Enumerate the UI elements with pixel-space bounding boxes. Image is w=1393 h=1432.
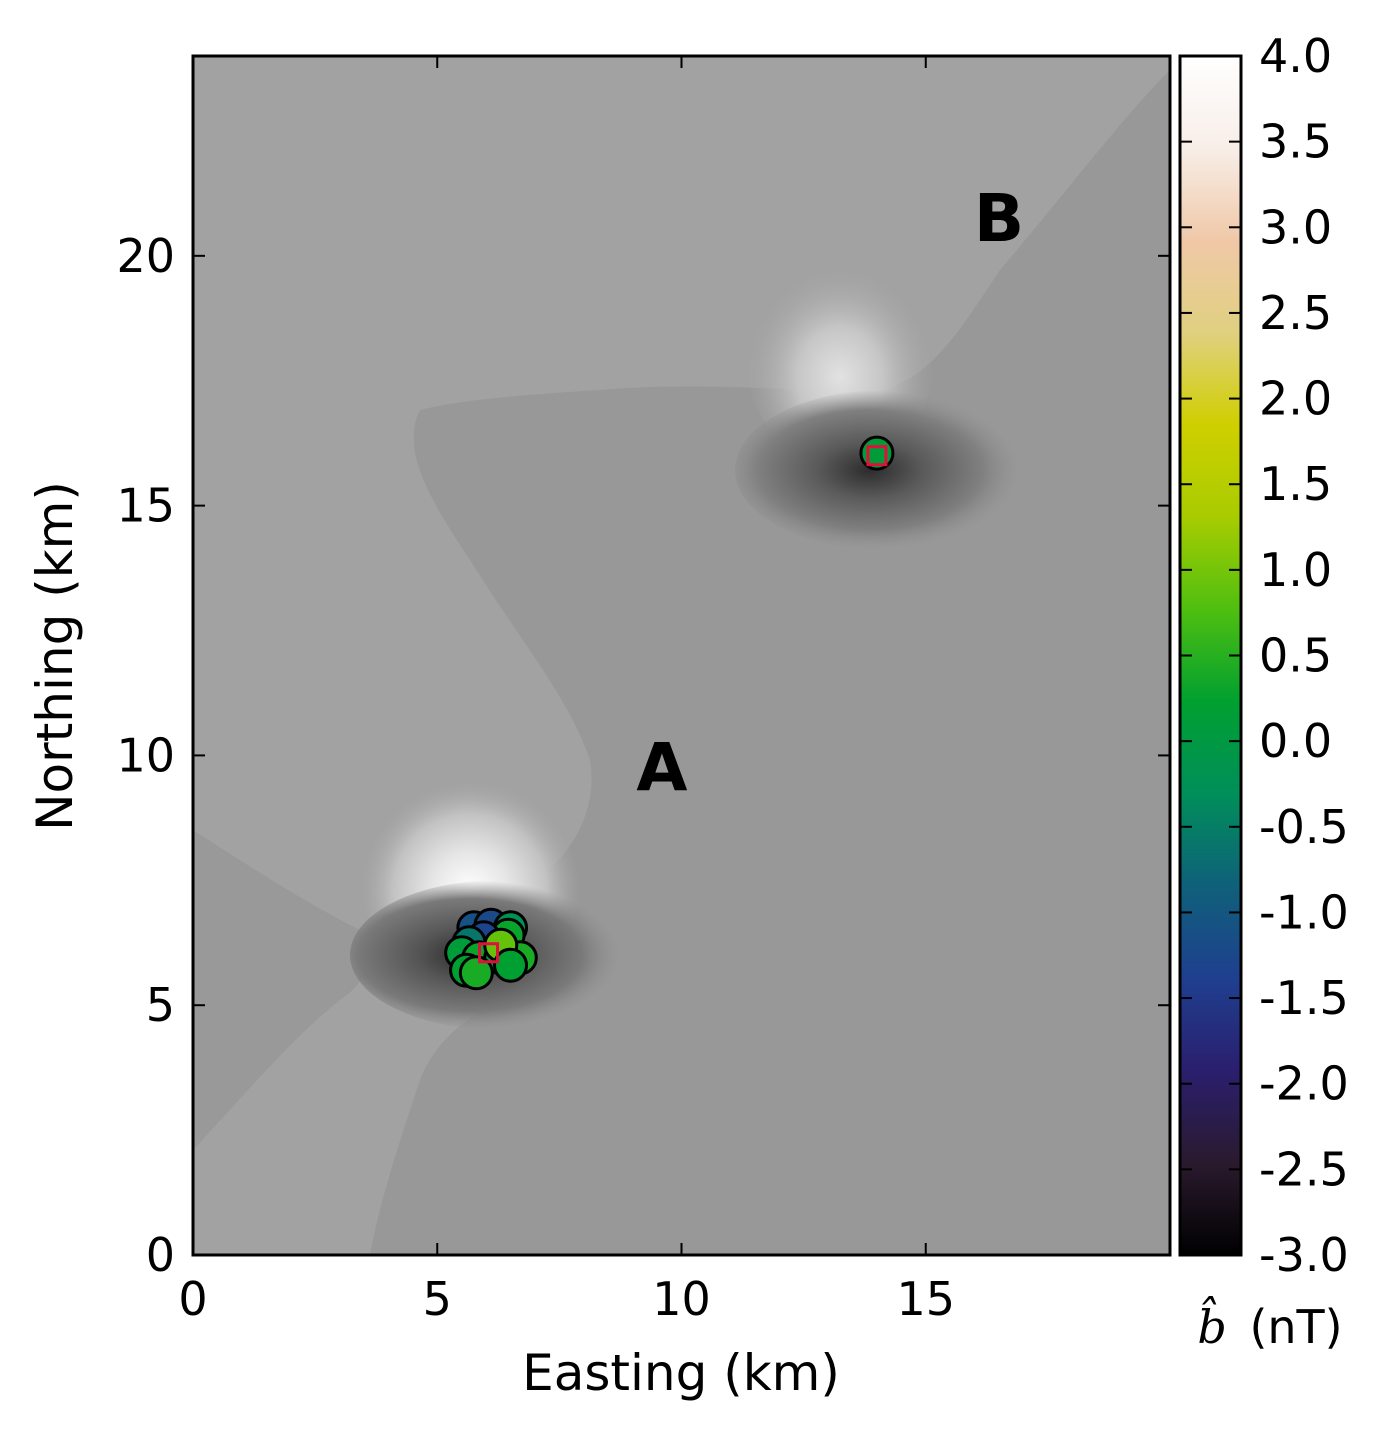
x-tick-label: 10 (652, 1272, 711, 1326)
colorbar-tick-label: -2.0 (1259, 1057, 1349, 1111)
x-tick-label: 0 (178, 1272, 207, 1326)
y-axis-label: Northing (km) (26, 481, 84, 831)
colorbar-tick-label: 3.5 (1259, 115, 1332, 169)
source-marker (866, 445, 888, 467)
contour-background (193, 56, 1170, 1255)
annotation-label: B (974, 180, 1024, 257)
colorbar-tick-label: 1.5 (1259, 457, 1332, 511)
colorbar-label: b̂ (nT) (1197, 1295, 1342, 1354)
contour-region-left-lower (193, 830, 371, 1150)
y-tick-label: 10 (116, 728, 175, 782)
colorbar-tick-label: -2.5 (1259, 1142, 1349, 1196)
x-tick-label: 5 (423, 1272, 452, 1326)
colorbar-tick-label: 1.0 (1259, 543, 1332, 597)
contour-dark-b (735, 390, 1035, 550)
source-marker (478, 942, 500, 964)
x-axis-label: Easting (km) (522, 1344, 840, 1402)
colorbar-tick-label: -1.5 (1259, 971, 1349, 1025)
y-tick-label: 0 (146, 1228, 175, 1282)
colorbar-tick-label: 2.0 (1259, 372, 1332, 426)
colorbar-tick-label: 4.0 (1259, 29, 1332, 83)
colorbar-label-symbol: b̂ (1197, 1295, 1226, 1354)
colorbar-tick-label: -1.0 (1259, 885, 1349, 939)
scatter-point (458, 955, 494, 991)
colorbar-tick-label: -3.0 (1259, 1228, 1349, 1282)
y-ticks: 0 5 10 15 20 (116, 229, 1170, 1282)
colorbar-tick-label: 0.0 (1259, 714, 1332, 768)
points-layer (444, 435, 895, 991)
x-ticks: 0 5 10 15 (178, 56, 955, 1326)
colorbar-label-unit: (nT) (1249, 1300, 1342, 1354)
colorbar-tick-label: 2.5 (1259, 286, 1332, 340)
colorbar-tick-label: -0.5 (1259, 800, 1349, 854)
y-tick-label: 20 (116, 229, 175, 283)
colorbar-tick-label: 0.5 (1259, 629, 1332, 683)
y-tick-label: 5 (146, 978, 175, 1032)
colorbar-tick-label: 3.0 (1259, 200, 1332, 254)
sources-layer (478, 445, 888, 964)
y-tick-label: 15 (116, 479, 175, 533)
annotation-label: A (636, 729, 687, 806)
scatter-point (493, 947, 529, 983)
colorbar-ticks: 4.0 3.5 3.0 2.5 2.0 1.5 1.0 0.5 0.0 -0.5 -1.0 -1.5 -… (1180, 29, 1349, 1282)
x-tick-label: 15 (896, 1272, 955, 1326)
annotations-layer: AB (636, 180, 1024, 807)
